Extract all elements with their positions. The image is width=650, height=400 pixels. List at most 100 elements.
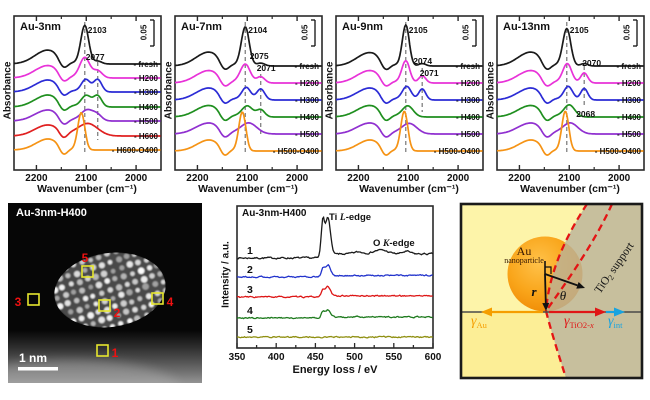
series-label: - H300 (295, 96, 320, 105)
ir-curve-H200 (496, 62, 644, 87)
ir-plot-box (335, 15, 484, 171)
theta-arrow-head (576, 282, 585, 289)
tem-lattice-dot (152, 281, 159, 287)
tem-lattice-dot (157, 271, 163, 277)
tem-lattice-dot (93, 301, 99, 307)
tem-lattice-dot (149, 273, 155, 279)
tem-marker-box-3 (27, 293, 40, 306)
tem-lattice-dot (90, 321, 96, 327)
theta-arrow (544, 273, 578, 287)
ir-plot-box (496, 15, 645, 171)
tem-lattice-dot (120, 273, 127, 280)
peak-label: 2071 (420, 68, 439, 78)
ir-curve-H600O400 (13, 112, 161, 155)
gamma-au-sym: γ (471, 314, 477, 329)
tem-lattice-dot (123, 253, 130, 259)
tem-lattice-dot (118, 321, 124, 327)
x-tick-label: 2100 (75, 173, 98, 184)
gamma-au-label: γAu (471, 314, 487, 330)
ir-curve-H300 (335, 85, 483, 104)
tem-lattice-dot (142, 283, 149, 290)
ir-curve-fresh (174, 26, 322, 71)
series-label: - H600-O400 (112, 146, 159, 155)
tem-lattice-dot (161, 279, 166, 285)
peak-label: 2071 (257, 63, 276, 73)
tem-lattice-dot (68, 309, 74, 315)
x-axis-label-wavenumber-2: Wavenumber (cm⁻¹) (198, 183, 298, 195)
series-label: - H500 (295, 130, 320, 139)
curve-number-3: 3 (247, 284, 253, 296)
tem-lattice-dot (68, 281, 74, 287)
tem-lattice-dot (95, 254, 102, 260)
series-label: - H500-O400 (273, 147, 320, 156)
tem-lattice-dot (130, 271, 135, 277)
au-label: Au (516, 244, 532, 258)
eels-curve-3 (236, 285, 433, 299)
panel-title-au-13nm: Au-13nm (503, 21, 551, 33)
series-label: - fresh (295, 62, 320, 71)
gamma-tio2x-arrow-head (595, 307, 606, 317)
tem-marker-number-5: 5 (82, 251, 89, 265)
x-tick-label: 2100 (558, 173, 581, 184)
tem-lattice-dot (98, 316, 105, 324)
tem-marker-box-1 (96, 344, 109, 357)
tem-lattice-dot (140, 276, 148, 283)
series-label: - fresh (134, 60, 159, 69)
tem-lattice-dot (83, 295, 89, 302)
tem-lattice-dot (90, 293, 95, 299)
x-tick-label: 450 (307, 352, 324, 363)
peak-label: 2105 (570, 25, 589, 35)
y-axis-label-absorbance-3: Absorbance (324, 61, 336, 120)
radius-arrow-head (542, 302, 550, 311)
tem-lattice-dot (127, 318, 133, 324)
tem-lattice-dot (88, 284, 94, 290)
tem-lattice-dot (100, 270, 108, 277)
ir-curve-H500 (175, 122, 322, 138)
ir-panel-Au-3nm: 2200 2100 2000 - fresh - H200 - H300 - H400 - H… (13, 15, 162, 184)
peak-label: 2105 (409, 25, 428, 35)
series-label: - H600 (134, 132, 159, 141)
ir-curve-fresh (13, 24, 161, 69)
ir-curve-H200 (335, 59, 483, 87)
dashed-interface-1 (545, 203, 614, 312)
tem-lattice-dot (112, 303, 118, 309)
tem-lattice-dot (146, 293, 152, 300)
tem-lattice-dot (107, 260, 113, 265)
tem-lattice-dot (141, 304, 147, 310)
schematic-panel (459, 202, 644, 380)
eels-title: Au-3nm-H400 (242, 208, 307, 219)
x-tick-label: 2000 (125, 173, 148, 184)
tem-lattice-dot (126, 261, 133, 268)
series-label: - fresh (617, 62, 642, 71)
tem-lattice-dot (99, 290, 105, 296)
gamma-tio-sym: γ (564, 314, 570, 329)
eels-curve-1 (236, 215, 434, 260)
ir-curve-H400 (496, 104, 644, 122)
series-label: - H400 (134, 103, 159, 112)
ir-panel-Au-9nm: 2200 2100 2000 - fresh - H200 - H300 - H400 - H… (335, 15, 484, 184)
o-edge-post: -edge (389, 238, 415, 249)
series-label: - H500 (456, 130, 481, 139)
x-tick-label: 500 (346, 352, 363, 363)
scalebar-label-3: 0.05 (461, 24, 471, 41)
scalebar-label-1: 0.05 (139, 24, 149, 41)
ir-curve-H400 (13, 94, 161, 111)
tem-lattice-dot (120, 300, 127, 307)
tem-lattice-dot (98, 262, 105, 269)
ir-curve-H400 (335, 104, 483, 122)
x-tick-label: 2200 (186, 173, 209, 184)
x-tick-label: 2200 (25, 173, 48, 184)
series-label: - H500-O400 (434, 147, 481, 156)
tem-marker-box-2 (98, 299, 111, 312)
panel-title-au-3nm: Au-3nm (20, 21, 61, 33)
tem-lattice-dot (106, 315, 113, 321)
au-nanoparticle-label: Au nanoparticle (489, 245, 559, 265)
gamma-int-arrow-head (614, 307, 625, 317)
tem-marker-box-4 (151, 292, 164, 305)
x-tick-label: 350 (229, 352, 246, 363)
tem-lattice-dot (132, 278, 138, 285)
radius-label: r (531, 284, 537, 299)
tem-lattice-dot (123, 308, 130, 315)
